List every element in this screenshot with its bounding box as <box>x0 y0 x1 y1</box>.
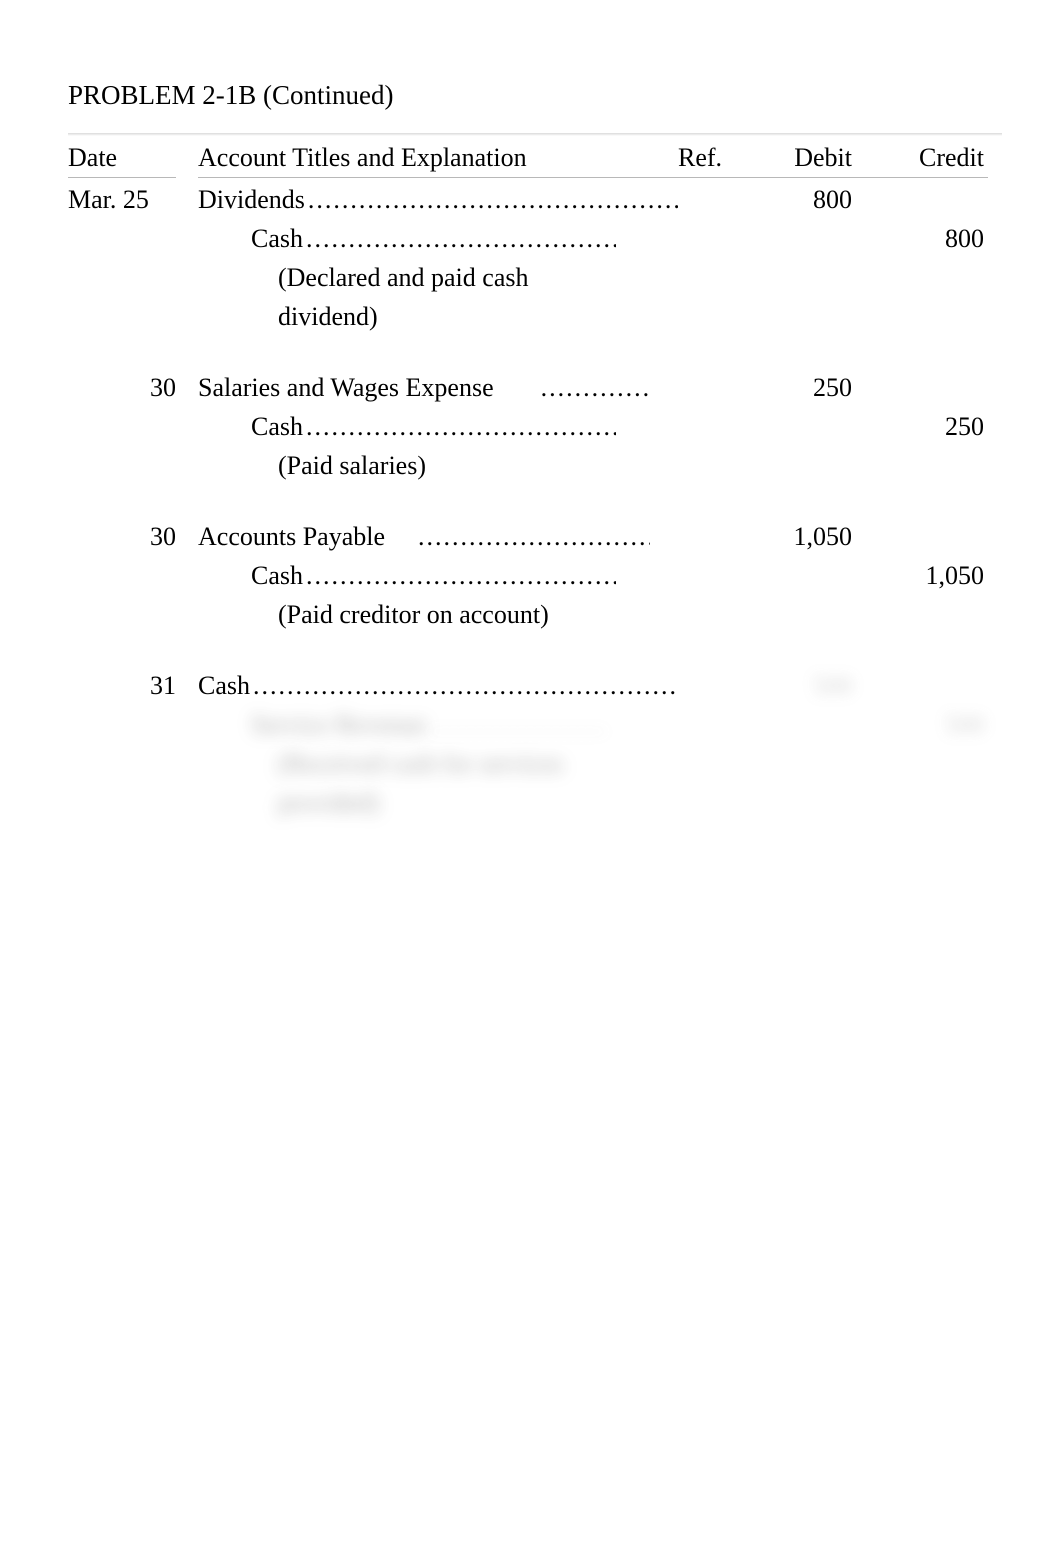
credit-amount-blurred: 500 <box>858 705 988 744</box>
entry-explanation: (Declared and paid cash <box>198 258 678 297</box>
entry-date: 31 <box>68 666 198 705</box>
top-divider <box>68 133 1002 136</box>
debit-amount-blurred: 500 <box>748 666 858 705</box>
credit-amount: 250 <box>858 407 988 446</box>
journal-entry: Mar. 25 Dividends ......................… <box>68 180 1002 336</box>
entry-date: 30 <box>68 517 198 556</box>
dotted-leader: ........................................… <box>306 407 616 446</box>
journal-entry: 31 Cash ................................… <box>68 666 1002 822</box>
journal-entry: 30 Salaries and Wages Expense ..........… <box>68 368 1002 485</box>
credit-amount: 800 <box>858 219 988 258</box>
entry-explanation: (Paid salaries) <box>198 446 678 485</box>
credit-account: Cash <box>251 407 306 446</box>
entry-explanation-blurred: (Received cash for services <box>198 744 678 783</box>
header-account: Account Titles and Explanation <box>198 138 678 177</box>
header-underline <box>68 177 1002 178</box>
entry-date: 30 <box>68 368 198 407</box>
debit-amount: 1,050 <box>748 517 858 556</box>
table-header: Date Account Titles and Explanation Ref.… <box>68 138 1002 177</box>
debit-account: Accounts Payable <box>198 517 388 556</box>
credit-account-blurred: Service Revenue <box>251 705 429 744</box>
entry-explanation: dividend) <box>198 297 678 336</box>
debit-account: Cash <box>198 666 253 705</box>
debit-amount: 800 <box>748 180 858 219</box>
entry-explanation-blurred: provided) <box>198 783 678 822</box>
entry-date: Mar. 25 <box>68 180 198 219</box>
dotted-leader: ................................. <box>429 705 609 744</box>
credit-amount: 1,050 <box>858 556 988 595</box>
debit-account: Dividends <box>198 180 308 219</box>
credit-account: Cash <box>251 556 306 595</box>
header-debit: Debit <box>748 138 858 177</box>
problem-title: PROBLEM 2-1B (Continued) <box>68 80 1002 111</box>
entry-explanation: (Paid creditor on account) <box>198 595 678 634</box>
header-date: Date <box>68 138 198 177</box>
dotted-leader: ........................................… <box>253 666 678 705</box>
header-ref: Ref. <box>678 138 748 177</box>
credit-account: Cash <box>251 219 306 258</box>
journal-entry: 30 Accounts Payable ....................… <box>68 517 1002 634</box>
dotted-leader: ........................................… <box>418 517 650 556</box>
debit-account: Salaries and Wages Expense <box>198 368 497 407</box>
debit-amount: 250 <box>748 368 858 407</box>
dotted-leader: ........................................… <box>306 556 616 595</box>
header-credit: Credit <box>858 138 988 177</box>
dotted-leader: ........................................… <box>306 219 616 258</box>
dotted-leader: ................................. <box>541 368 651 407</box>
dotted-leader: ........................................… <box>308 180 678 219</box>
